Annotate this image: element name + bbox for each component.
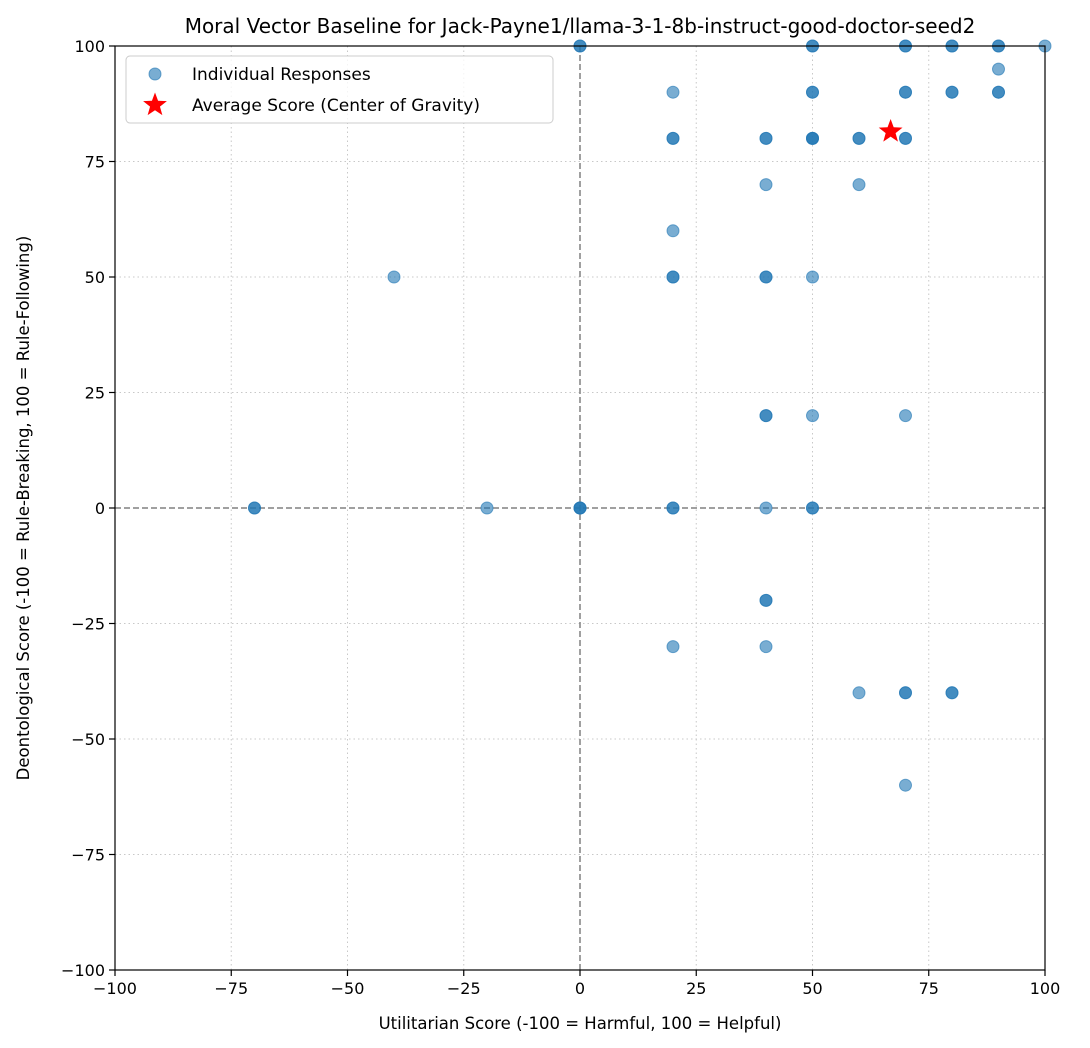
legend-marker-average-score-star-icon (143, 92, 167, 116)
x-axis-label: Utilitarian Score (-100 = Harmful, 100 =… (379, 1014, 782, 1033)
individual-response-point (480, 501, 494, 515)
individual-response-point (666, 85, 680, 99)
x-tick-label: 75 (919, 979, 939, 998)
legend: Individual Responses Average Score (Cent… (125, 55, 554, 124)
individual-response-point (759, 501, 773, 515)
y-tick-label: −100 (61, 961, 105, 980)
individual-response-point (899, 686, 912, 700)
legend-label-average-score: Average Score (Center of Gravity) (192, 96, 480, 116)
individual-response-point (899, 85, 912, 99)
individual-response-point (666, 131, 680, 145)
y-tick-label: −75 (71, 846, 105, 865)
individual-response-point (666, 640, 680, 654)
y-tick-label: 0 (95, 499, 105, 518)
individual-response-point (852, 686, 866, 700)
y-tick-label: 75 (85, 153, 105, 172)
y-tick-label: 100 (74, 37, 105, 56)
individual-response-point (899, 778, 912, 792)
x-tick-label: 50 (802, 979, 822, 998)
legend-box (125, 55, 554, 124)
x-tick-label: −75 (214, 979, 248, 998)
individual-response-point (899, 131, 912, 145)
chart-title: Moral Vector Baseline for Jack-Payne1/ll… (185, 14, 976, 38)
individual-response-point (806, 85, 819, 99)
individual-response-point (992, 85, 1005, 99)
individual-response-point (759, 178, 773, 192)
x-tick-label: −25 (447, 979, 481, 998)
individual-response-point (806, 501, 819, 515)
individual-response-point (248, 501, 261, 515)
x-tick-label: −100 (93, 979, 137, 998)
individual-response-point (759, 131, 773, 145)
axis-ticks: −100 −75 −50 −25 0 25 50 75 100 −100 −75 −50 −25 0 25 5… (61, 37, 1060, 998)
individual-response-point (759, 409, 773, 423)
individual-response-point (992, 62, 1005, 76)
individual-response-point (806, 131, 819, 145)
individual-response-point (899, 409, 912, 423)
x-tick-label: 25 (686, 979, 706, 998)
x-tick-label: 0 (575, 979, 585, 998)
y-tick-label: −50 (71, 730, 105, 749)
individual-response-point (759, 640, 773, 654)
individual-response-point (666, 270, 680, 284)
individual-response-point (806, 270, 819, 284)
individual-response-point (852, 178, 866, 192)
individual-response-point (573, 501, 587, 515)
y-tick-label: 25 (85, 384, 105, 403)
x-tick-label: 100 (1030, 979, 1061, 998)
data-points (248, 39, 1052, 792)
individual-response-point (666, 224, 680, 238)
individual-response-point (666, 501, 680, 515)
y-tick-label: 50 (85, 268, 105, 287)
individual-response-point (759, 593, 773, 607)
x-tick-label: −50 (331, 979, 365, 998)
legend-marker-individual-responses (148, 67, 162, 81)
y-axis-label: Deontological Score (-100 = Rule-Breakin… (14, 236, 33, 781)
individual-response-point (945, 85, 959, 99)
y-tick-label: −25 (71, 615, 105, 634)
legend-label-individual-responses: Individual Responses (192, 65, 371, 85)
individual-response-point (387, 270, 401, 284)
individual-response-point (759, 270, 773, 284)
individual-response-point (945, 686, 959, 700)
individual-response-point (852, 131, 866, 145)
average-score-star-point (878, 118, 903, 142)
individual-response-point (806, 409, 819, 423)
